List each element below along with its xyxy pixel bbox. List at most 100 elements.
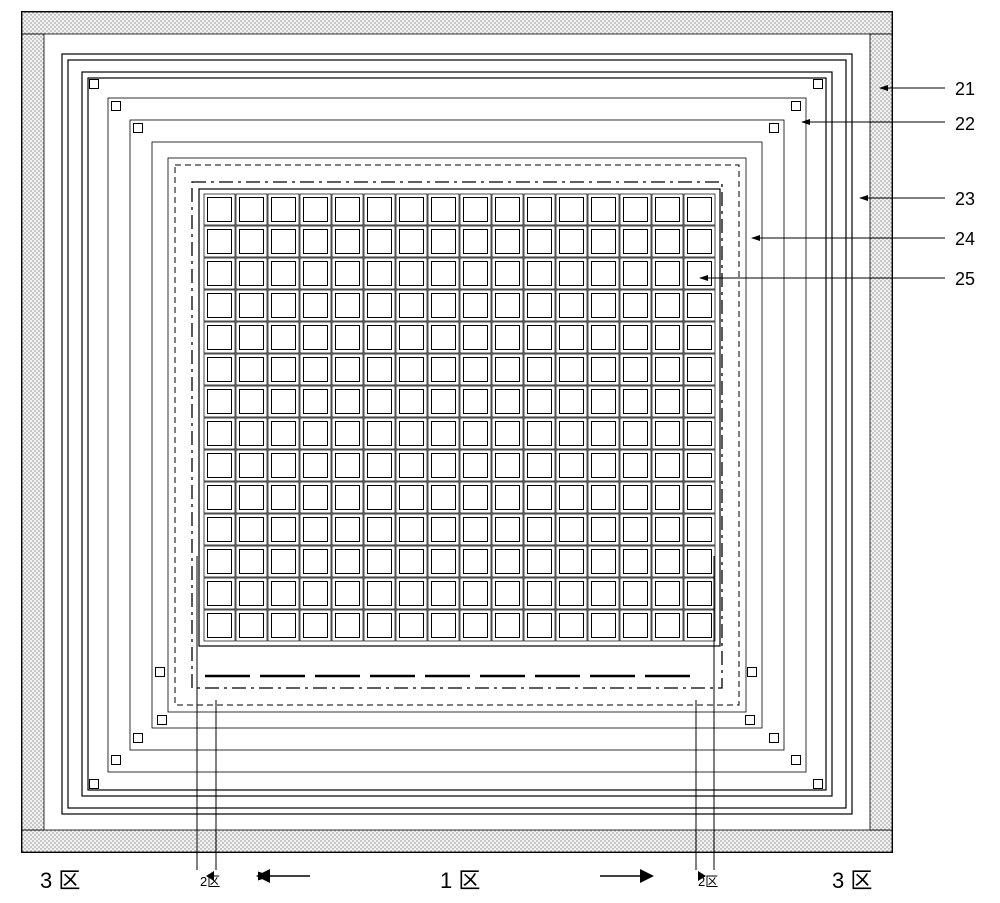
stepped-frame <box>168 158 746 712</box>
grid-cell <box>652 226 683 257</box>
grid-cell-inner <box>560 454 584 478</box>
grid-cell-inner <box>272 262 296 286</box>
grid-cell <box>588 258 619 289</box>
grid-cell-inner <box>400 518 424 542</box>
grid-cell <box>524 226 555 257</box>
grid-cell <box>332 194 363 225</box>
grid-cell-inner <box>368 550 392 574</box>
grid-cell <box>684 578 715 609</box>
grid-cell-inner <box>656 358 680 382</box>
grid-cell-inner <box>336 614 360 638</box>
grid-cell <box>396 418 427 449</box>
grid-cell <box>588 514 619 545</box>
grid-cell-inner <box>272 518 296 542</box>
grid-cell-inner <box>560 262 584 286</box>
grid-cell-inner <box>560 614 584 638</box>
grid-cell <box>684 514 715 545</box>
grid-cell-inner <box>496 262 520 286</box>
grid-cell-inner <box>464 358 488 382</box>
grid-cell <box>652 482 683 513</box>
grid-cell <box>620 290 651 321</box>
grid-cell <box>588 194 619 225</box>
grid-cell <box>268 418 299 449</box>
grid-cell-inner <box>304 614 328 638</box>
grid-cell <box>460 450 491 481</box>
grid-cell <box>460 514 491 545</box>
dashed-frame <box>175 165 739 705</box>
grid-cell-inner <box>560 326 584 350</box>
grid-cell <box>268 258 299 289</box>
dotted-band <box>22 12 892 34</box>
grid-cell-inner <box>592 326 616 350</box>
grid-cell-inner <box>432 614 456 638</box>
grid-cell-inner <box>368 614 392 638</box>
grid-cell <box>620 578 651 609</box>
nested-frame-inner <box>68 60 846 808</box>
grid-cell-inner <box>656 614 680 638</box>
grid-cell-inner <box>528 454 552 478</box>
grid-cell <box>428 226 459 257</box>
grid-cell <box>588 482 619 513</box>
grid-cell-inner <box>656 422 680 446</box>
grid-cell <box>588 226 619 257</box>
grid-cell-inner <box>656 454 680 478</box>
grid-cell <box>396 450 427 481</box>
grid-cell-inner <box>208 550 232 574</box>
grid-cell-inner <box>432 326 456 350</box>
grid-cell-inner <box>368 390 392 414</box>
grid-cell-inner <box>688 230 712 254</box>
grid-cell-inner <box>368 326 392 350</box>
grid-cell-inner <box>272 582 296 606</box>
grid-cell-inner <box>272 230 296 254</box>
grid-cell-inner <box>336 486 360 510</box>
grid-cell <box>460 354 491 385</box>
grid-cell-inner <box>688 326 712 350</box>
grid-cell <box>684 610 715 641</box>
grid-cell-inner <box>688 582 712 606</box>
grid-cell <box>204 194 235 225</box>
grid-cell <box>332 450 363 481</box>
grid-cell <box>492 482 523 513</box>
grid-cell <box>524 482 555 513</box>
corner-marker <box>814 780 823 789</box>
grid-cell <box>364 514 395 545</box>
grid-cell <box>300 226 331 257</box>
grid-cell <box>652 194 683 225</box>
grid-cell <box>204 514 235 545</box>
grid-cell-inner <box>464 422 488 446</box>
grid-cell <box>300 482 331 513</box>
grid-cell-inner <box>496 294 520 318</box>
grid-cell-inner <box>464 582 488 606</box>
grid-cell <box>332 354 363 385</box>
grid-cell-inner <box>688 198 712 222</box>
grid-cell-inner <box>528 582 552 606</box>
grid-cell-inner <box>400 614 424 638</box>
grid-cell <box>492 322 523 353</box>
grid-cell-inner <box>240 550 264 574</box>
grid-cell-inner <box>432 230 456 254</box>
grid-cell <box>620 514 651 545</box>
grid-cell-inner <box>624 326 648 350</box>
grid-cell <box>268 610 299 641</box>
grid-cell <box>652 354 683 385</box>
grid-cell-inner <box>432 198 456 222</box>
grid-cell-inner <box>528 198 552 222</box>
grid-cell <box>332 290 363 321</box>
grid-cell-inner <box>208 422 232 446</box>
corner-marker <box>112 756 121 765</box>
grid-cell <box>524 450 555 481</box>
label-22: 22 <box>955 114 975 134</box>
grid-cell <box>204 290 235 321</box>
grid-cell-inner <box>272 486 296 510</box>
corner-marker <box>158 716 167 725</box>
grid-cell <box>364 226 395 257</box>
label-zone2-right: 2区 <box>698 874 718 889</box>
grid-cell-inner <box>592 262 616 286</box>
grid-cell-inner <box>624 262 648 286</box>
grid-cell-inner <box>560 486 584 510</box>
grid-cell <box>492 290 523 321</box>
grid-cell <box>556 450 587 481</box>
grid-cell-inner <box>336 454 360 478</box>
grid-cell <box>684 482 715 513</box>
grid-cell-inner <box>496 550 520 574</box>
